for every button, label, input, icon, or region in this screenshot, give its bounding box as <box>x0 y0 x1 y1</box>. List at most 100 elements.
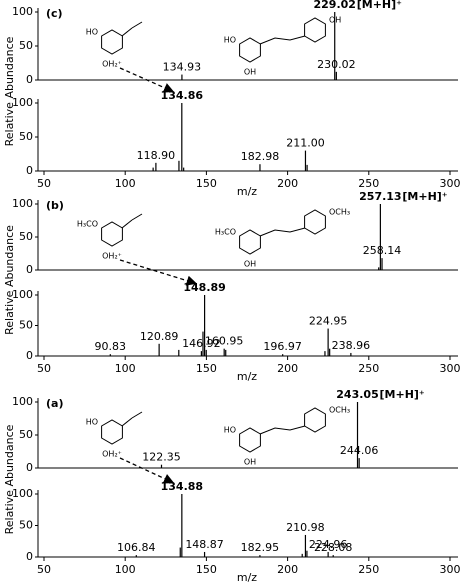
atom-label: OCH₃ <box>329 406 350 415</box>
peak-label: 229.02 <box>314 0 356 11</box>
x-axis-label: m/z <box>237 370 257 383</box>
atom-label: OH <box>244 260 256 269</box>
bond <box>131 411 143 419</box>
x-tick-label: 50 <box>37 362 51 375</box>
y-tick-label: 0 <box>26 461 33 474</box>
peak-label: 182.95 <box>241 541 280 554</box>
x-tick-label: 50 <box>37 563 51 576</box>
y-tick-label: 50 <box>19 428 33 441</box>
peak-label: 230.02 <box>317 58 356 71</box>
y-tick-label: 100 <box>12 395 33 408</box>
y-tick-label: 100 <box>12 288 33 301</box>
y-tick-label: 50 <box>19 39 33 52</box>
benzene-ring <box>101 419 123 445</box>
atom-label: OH <box>329 16 341 25</box>
y-axis-label: Relative Abundance <box>3 424 16 534</box>
y-tick-label: 0 <box>26 263 33 276</box>
benzene-ring <box>239 229 261 255</box>
y-tick-label: 0 <box>26 73 33 86</box>
y-tick-label: 50 <box>19 230 33 243</box>
peak-label: 228.08 <box>314 541 353 554</box>
peak-label: 134.88 <box>161 480 203 493</box>
ion-annotation: [M+H]⁺ <box>380 388 425 401</box>
x-tick-label: 250 <box>358 563 379 576</box>
x-tick-label: 150 <box>196 362 217 375</box>
x-tick-label: 100 <box>115 362 136 375</box>
y-tick-label: 50 <box>19 319 33 332</box>
atom-label: HO <box>86 418 98 427</box>
x-tick-label: 200 <box>277 563 298 576</box>
atom-label: OH₂⁺ <box>102 60 122 69</box>
peak-label: 196.97 <box>263 340 302 353</box>
y-tick-label: 50 <box>19 519 33 532</box>
peak-label: 148.87 <box>185 538 224 551</box>
peak-label: 258.14 <box>363 244 402 257</box>
bond <box>131 21 143 29</box>
peak-label: 106.84 <box>117 541 156 554</box>
atom-label: OH <box>244 458 256 467</box>
y-tick-label: 100 <box>12 5 33 18</box>
y-tick-label: 100 <box>12 96 33 109</box>
atom-label: OCH₃ <box>329 208 350 217</box>
x-tick-label: 300 <box>440 177 461 190</box>
atom-label: HO <box>224 36 236 45</box>
y-tick-label: 50 <box>19 130 33 143</box>
peak-label: 211.00 <box>286 137 325 150</box>
x-tick-label: 200 <box>277 362 298 375</box>
x-tick-label: 250 <box>358 177 379 190</box>
bond <box>121 27 133 37</box>
x-tick-label: 250 <box>358 362 379 375</box>
peak-label: 210.98 <box>286 521 325 534</box>
peak-label: 257.13 <box>359 190 401 203</box>
x-axis-label: m/z <box>237 571 257 584</box>
bond <box>121 417 133 427</box>
x-tick-label: 200 <box>277 177 298 190</box>
x-tick-label: 150 <box>196 177 217 190</box>
benzene-ring <box>304 209 326 235</box>
y-tick-label: 0 <box>26 349 33 362</box>
peak-label: 244.06 <box>340 444 379 457</box>
atom-label: OH₂⁺ <box>102 252 122 261</box>
y-tick-label: 0 <box>26 164 33 177</box>
vinyl-bridge <box>259 35 306 45</box>
peak-label: 134.93 <box>163 61 202 74</box>
peak-label: 118.90 <box>137 149 176 162</box>
y-axis-label: Relative Abundance <box>3 36 16 146</box>
peak-label: 148.89 <box>183 281 225 294</box>
y-tick-label: 100 <box>12 487 33 500</box>
atom-label: HO <box>224 426 236 435</box>
peak-label: 238.96 <box>332 339 371 352</box>
benzene-ring <box>101 29 123 55</box>
atom-label: HO <box>86 28 98 37</box>
atom-label: H₃CO <box>77 220 98 229</box>
benzene-ring <box>239 37 261 63</box>
peak-label: 146.92 <box>182 337 221 350</box>
bond <box>121 219 133 229</box>
vinyl-bridge <box>259 227 306 237</box>
fragment-arrow <box>119 67 175 93</box>
ion-annotation: [M+H]⁺ <box>357 0 402 11</box>
peak-label: 134.86 <box>161 89 204 102</box>
y-tick-label: 0 <box>26 550 33 563</box>
peak-label: 120.89 <box>140 330 179 343</box>
x-tick-label: 300 <box>440 362 461 375</box>
peak-label: 122.35 <box>142 451 181 464</box>
atom-label: OH <box>244 68 256 77</box>
ion-annotation: [M+H]⁺ <box>402 190 447 203</box>
x-tick-label: 50 <box>37 177 51 190</box>
peak-label: 160.95 <box>205 335 244 348</box>
benzene-ring <box>304 17 326 43</box>
benzene-ring <box>101 221 123 247</box>
peak-label: 90.83 <box>95 340 127 353</box>
bond <box>131 213 143 221</box>
fragment-arrow <box>119 259 198 286</box>
panel-label: (a) <box>46 397 63 410</box>
peak-label: 224.96 <box>309 538 348 551</box>
x-tick-label: 150 <box>196 563 217 576</box>
benzene-ring <box>239 427 261 453</box>
y-tick-label: 100 <box>12 197 33 210</box>
panel-label: (b) <box>46 199 64 212</box>
peak-label: 224.95 <box>309 315 348 328</box>
x-tick-label: 100 <box>115 177 136 190</box>
